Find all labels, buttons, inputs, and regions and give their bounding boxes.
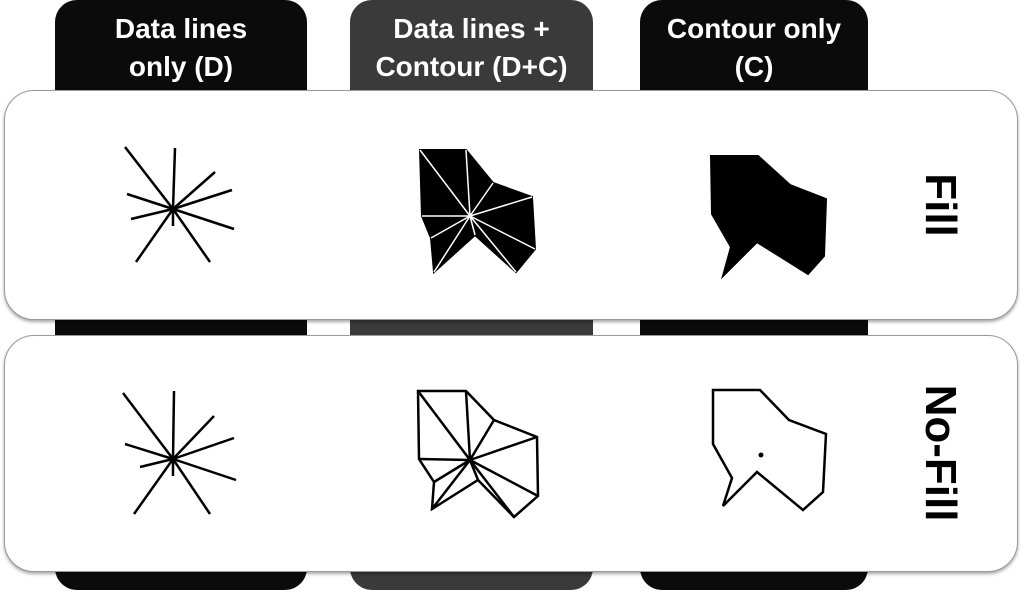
column-header-data-lines-contour: Data lines + Contour (D+C) xyxy=(350,10,593,86)
contour-glyph-fill xyxy=(709,155,828,280)
column-header-line2: Contour (D+C) xyxy=(375,51,568,82)
star-glyph-fill xyxy=(124,146,235,263)
star-contour-glyph-fill xyxy=(418,149,537,275)
column-header-contour-only: Contour only (C) xyxy=(640,10,868,86)
column-header-line2: only (D) xyxy=(128,51,234,82)
star-contour-glyph-no-fill xyxy=(416,389,540,519)
column-header-line1: Data lines + xyxy=(393,13,550,44)
contour-glyph-no-fill xyxy=(711,388,828,512)
column-header-line1: Data lines xyxy=(114,13,248,44)
column-header-line2: (C) xyxy=(734,51,774,82)
star-glyph-no-fill xyxy=(122,390,237,515)
column-header-line1: Contour only xyxy=(666,13,842,44)
column-header-data-lines: Data lines only (D) xyxy=(55,10,307,86)
